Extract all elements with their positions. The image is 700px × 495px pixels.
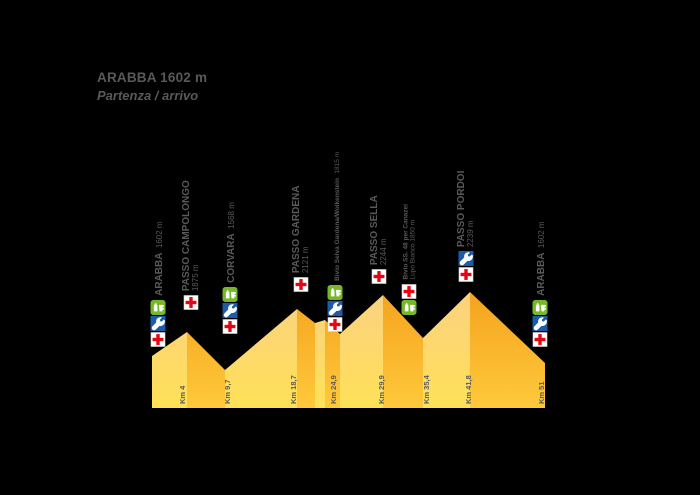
checkpoint-service-icons xyxy=(401,284,417,315)
mechanic-wrench-icon xyxy=(532,316,548,331)
checkpoint-service-icons xyxy=(371,269,387,284)
medical-red-cross-icon xyxy=(401,284,417,299)
refreshment-station-icon xyxy=(401,300,417,315)
checkpoint-service-icons xyxy=(183,295,199,310)
mechanic-wrench-icon xyxy=(150,316,166,331)
start-finish-subtitle: Partenza / arrivo xyxy=(97,88,199,103)
checkpoint-service-icons xyxy=(293,277,309,292)
medical-red-cross-icon xyxy=(458,267,474,282)
km-tick-label: Km 35,4 xyxy=(422,374,431,404)
checkpoint-label: PASSO CAMPOLONGO 1875 m xyxy=(181,180,201,291)
mountain-ascent-face xyxy=(152,332,187,408)
medical-red-cross-icon xyxy=(371,269,387,284)
mechanic-wrench-icon xyxy=(458,251,474,266)
checkpoint-service-icons xyxy=(222,287,238,334)
mechanic-wrench-icon xyxy=(327,301,343,316)
checkpoint-elevation: 1568 m xyxy=(227,202,237,229)
mountain-descent-face xyxy=(297,309,315,408)
checkpoint-service-icons xyxy=(532,300,548,347)
mountain-descent-face xyxy=(383,295,423,408)
checkpoint-elevation: 2121 m xyxy=(301,246,311,273)
mountain-descent-face xyxy=(187,332,225,408)
km-tick-label: Km 24,9 xyxy=(329,375,338,404)
mountain-ascent-face xyxy=(340,295,383,408)
checkpoint-name: CORVARA xyxy=(226,233,238,283)
medical-red-cross-icon xyxy=(293,277,309,292)
km-tick-label: Km 9,7 xyxy=(223,379,232,404)
start-finish-elevation: 1602 m xyxy=(160,70,208,85)
checkpoint-elevation: 1602 m xyxy=(537,221,547,249)
checkpoint-name: ARABBA xyxy=(154,252,166,296)
checkpoint-elevation: 1602 m xyxy=(155,221,165,249)
medical-red-cross-icon xyxy=(327,317,343,332)
checkpoint-name: Bivio Selva Gardena/Wolkenstein xyxy=(334,178,342,281)
mountain-ascent-face xyxy=(225,309,297,408)
medical-red-cross-icon xyxy=(183,295,199,310)
checkpoint-label: Bivio SS. 48 per Canazei Lupo Bianco 1850… xyxy=(402,204,417,280)
checkpoint-service-icons xyxy=(327,285,343,332)
checkpoint-label: Bivio Selva Gardena/Wolkenstein 1815 m xyxy=(326,152,344,281)
checkpoint-elevation: 1815 m xyxy=(334,152,342,174)
mountain-descent-face xyxy=(325,320,340,408)
checkpoint-label: PASSO PORDOI 2239 m xyxy=(456,171,476,248)
mechanic-wrench-icon xyxy=(222,303,238,318)
checkpoint-label: PASSO SELLA 2244 m xyxy=(369,195,389,265)
start-finish-name: ARABBA xyxy=(97,70,157,85)
km-tick-label: Km 18,7 xyxy=(289,375,298,404)
checkpoint-label: ARABBA 1602 m xyxy=(531,222,549,296)
km-tick-label: Km 41,8 xyxy=(464,375,473,404)
chart-title-block: ARABBA 1602 m Partenza / arrivo xyxy=(97,70,207,103)
mountain-ascent-face xyxy=(315,320,325,408)
medical-red-cross-icon xyxy=(532,332,548,347)
checkpoint-service-icons xyxy=(150,300,166,347)
mountain-descent-face xyxy=(470,292,545,408)
checkpoint-elevation: 1875 m xyxy=(191,264,201,291)
km-tick-label: Km 51 xyxy=(537,381,546,404)
checkpoint-name: ARABBA xyxy=(536,252,548,296)
checkpoint-label: ARABBA 1602 m xyxy=(149,222,167,296)
medical-red-cross-icon xyxy=(150,332,166,347)
refreshment-station-icon xyxy=(150,300,166,315)
km-tick-label: Km 29,9 xyxy=(377,375,386,404)
checkpoint-elevation: Lupo Bianco 1850 m xyxy=(409,220,417,280)
checkpoint-label: CORVARA 1568 m xyxy=(221,202,239,283)
start-finish-title: ARABBA 1602 m xyxy=(97,70,207,85)
checkpoint-elevation: 2239 m xyxy=(466,220,476,247)
refreshment-station-icon xyxy=(222,287,238,302)
medical-red-cross-icon xyxy=(222,319,238,334)
km-tick-label: Km 4 xyxy=(178,385,187,404)
checkpoint-elevation: 2244 m xyxy=(379,238,389,265)
refreshment-station-icon xyxy=(327,285,343,300)
checkpoint-name: Bivio SS. 48 per Canazei xyxy=(401,204,409,280)
checkpoint-label: PASSO GARDENA 2121 m xyxy=(291,185,311,273)
checkpoint-service-icons xyxy=(458,251,474,282)
mountain-ascent-face xyxy=(423,292,470,408)
refreshment-station-icon xyxy=(532,300,548,315)
